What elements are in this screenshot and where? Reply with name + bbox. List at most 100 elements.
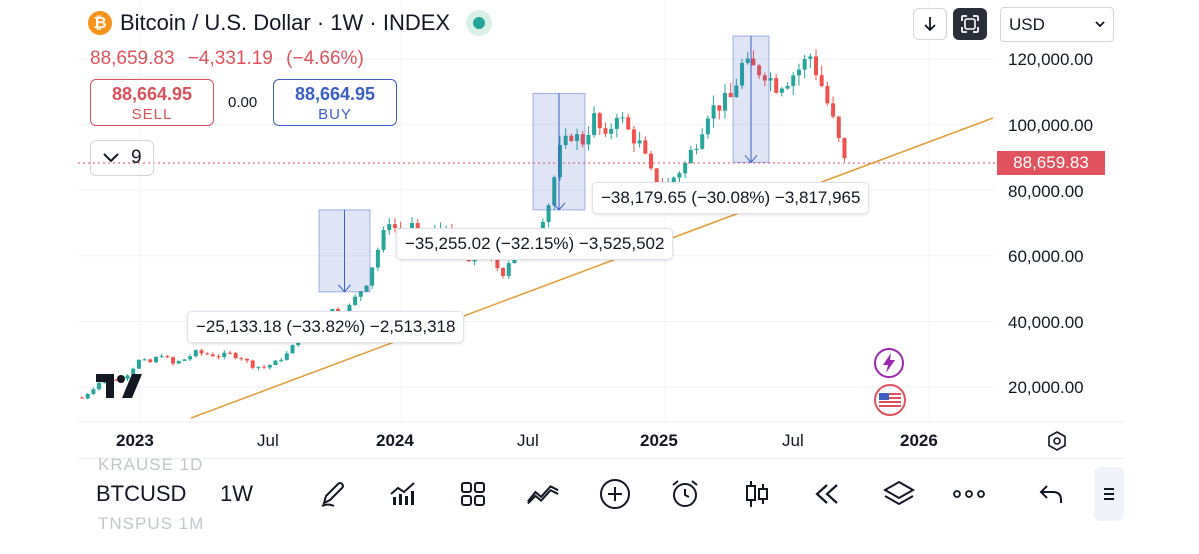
candle-body	[97, 382, 102, 390]
candle-body	[831, 103, 836, 117]
candle-body	[620, 117, 625, 119]
candle-body	[358, 291, 363, 297]
candle-body	[575, 134, 580, 142]
candle-body	[136, 359, 141, 369]
tradingview-logo-icon	[96, 374, 142, 403]
drag-handle-icon[interactable]	[1094, 467, 1124, 521]
candle-body	[614, 117, 619, 129]
candle-body	[80, 397, 84, 399]
sell-button[interactable]: 88,664.95 SELL	[90, 79, 214, 126]
measure-callout[interactable]: −38,179.65 (−30.08%) −3,817,965	[593, 183, 869, 213]
candle-body	[381, 230, 386, 250]
chart-settings-button[interactable]	[1046, 430, 1068, 457]
candle-body	[353, 296, 358, 305]
candle-body	[740, 63, 745, 86]
candle-body	[216, 356, 221, 358]
candle-body	[444, 228, 449, 230]
fullscreen-button[interactable]	[953, 8, 987, 40]
candle-body	[142, 359, 147, 361]
candle-body	[751, 58, 756, 66]
candle-body	[802, 58, 807, 70]
currency-select[interactable]: USD	[1000, 7, 1114, 42]
candle-body	[722, 92, 727, 111]
candle-body	[694, 148, 699, 151]
lightning-event-icon[interactable]	[873, 347, 905, 384]
candle-body	[563, 135, 568, 146]
replay-icon[interactable]	[810, 477, 844, 511]
candle-body	[683, 162, 688, 174]
price-axis-label: 20,000.00	[1008, 378, 1084, 397]
pencil-icon[interactable]	[316, 477, 350, 511]
layers-icon[interactable]	[882, 477, 916, 511]
measure-callout[interactable]: −25,133.18 (−33.82%) −2,513,318	[188, 312, 464, 342]
candle-body	[222, 352, 227, 357]
candle-body	[392, 224, 397, 228]
candle-body	[791, 75, 796, 86]
candle-body	[233, 352, 238, 359]
measure-arrowhead	[338, 284, 351, 293]
alarm-clock-icon[interactable]	[668, 477, 702, 511]
indicators-count: 9	[131, 147, 142, 168]
last-price: 88,659.83	[90, 48, 175, 69]
buy-button[interactable]: 88,664.95 BUY	[273, 79, 397, 126]
candle-body	[711, 105, 716, 119]
scroll-down-button[interactable]	[913, 8, 947, 40]
candle-body	[677, 173, 682, 178]
candle-body	[410, 223, 415, 233]
candle-body	[284, 353, 289, 360]
more-icon[interactable]	[952, 477, 986, 511]
indicators-icon[interactable]	[386, 477, 420, 511]
candle-body	[540, 222, 545, 234]
candle-body	[279, 359, 284, 361]
candle-body	[592, 113, 597, 136]
indicators-toggle[interactable]: 9	[90, 140, 154, 176]
measure-arrowhead	[552, 202, 566, 211]
bottom-symbol[interactable]: BTCUSD	[96, 481, 187, 506]
buy-price: 88,664.95	[294, 84, 376, 104]
candle-body	[245, 358, 250, 361]
candle-body	[626, 117, 631, 130]
time-axis-label: 2024	[376, 431, 414, 450]
add-icon[interactable]	[598, 477, 632, 511]
candle-body	[250, 360, 255, 368]
candle-body	[199, 350, 204, 354]
compare-icon[interactable]	[526, 477, 560, 511]
candle-body	[557, 145, 562, 178]
candle-body	[347, 304, 352, 319]
market-status-icon[interactable]	[466, 10, 493, 36]
candle-body	[364, 285, 369, 292]
candle-body	[148, 359, 153, 363]
candle-body	[814, 56, 819, 76]
candle-body	[387, 224, 392, 231]
candle-body	[586, 135, 591, 145]
undo-icon[interactable]	[1034, 477, 1068, 511]
price-change: −4,331.19	[187, 48, 273, 69]
time-axis-label: 2023	[116, 431, 154, 450]
trendline	[190, 117, 994, 419]
candle-body	[825, 85, 830, 104]
candle-body	[165, 356, 170, 358]
quote-line: 88,659.83 −4,331.19 (−4.66%)	[90, 48, 372, 70]
candle-body	[688, 150, 693, 163]
us-flag-event-icon[interactable]	[873, 383, 907, 422]
settings-hexagon-icon	[1048, 431, 1066, 451]
price-axis-label: 40,000.00	[1008, 313, 1084, 332]
measure-callout[interactable]: −35,255.02 (−32.15%) −3,525,502	[397, 229, 673, 259]
price-axis-label: 100,000.00	[1008, 116, 1094, 135]
candle-body	[637, 140, 642, 144]
candle-body	[757, 65, 762, 76]
candle-icon[interactable]	[740, 477, 774, 511]
candle-body	[842, 138, 847, 159]
buy-label: BUY	[318, 106, 352, 123]
left-margin	[0, 0, 78, 554]
fullscreen-icon	[961, 15, 979, 33]
bottom-interval[interactable]: 1W	[220, 481, 253, 506]
watchlist-ghost-below: TNSPUS 1M	[98, 514, 205, 533]
layout-grid-icon[interactable]	[456, 477, 490, 511]
candle-body	[836, 116, 841, 139]
chevron-down-icon	[103, 153, 119, 163]
candle-body	[762, 75, 767, 81]
symbol-header[interactable]: ₿ Bitcoin / U.S. Dollar · 1W · INDEX	[88, 10, 493, 36]
candle-body	[808, 56, 813, 59]
